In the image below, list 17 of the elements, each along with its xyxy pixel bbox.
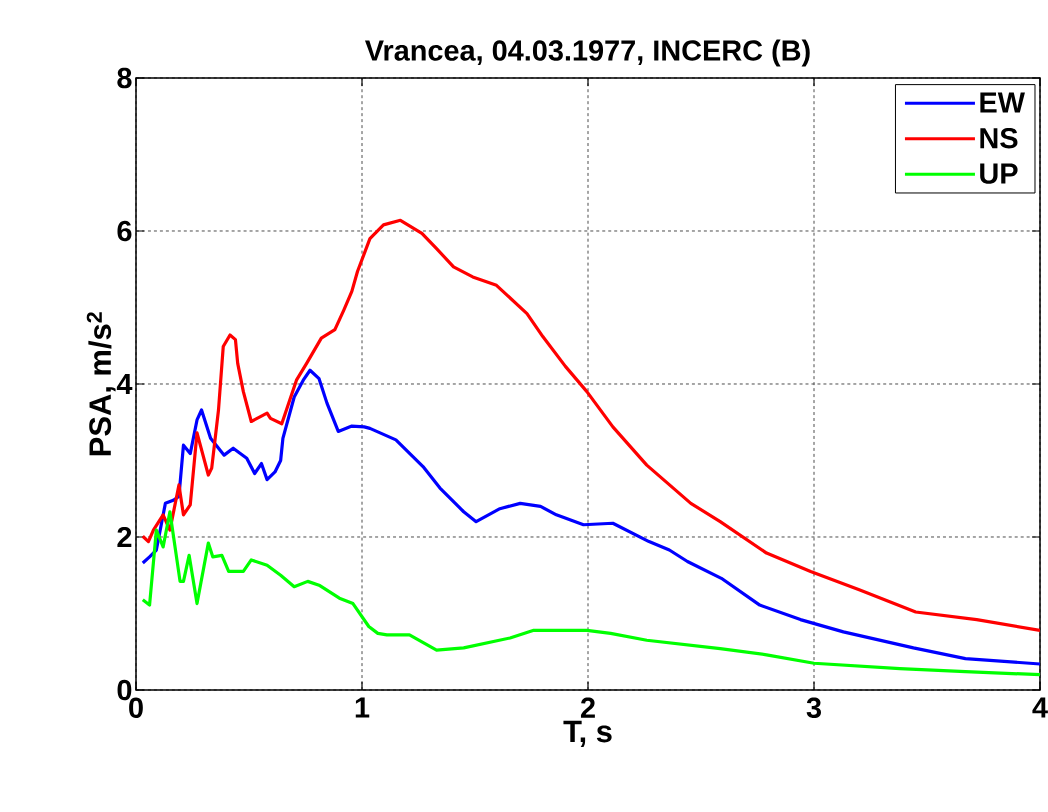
y-tick-label: 4 [116, 374, 133, 394]
x-axis-title: T, s [563, 720, 612, 747]
x-tick-label: 3 [806, 697, 821, 719]
legend-label: UP [980, 163, 1018, 184]
legend-label: NS [980, 127, 1018, 149]
x-tick-label: 4 [1032, 697, 1048, 718]
x-tick-label: 2 [580, 697, 595, 718]
legend-label: EW [980, 92, 1025, 113]
y-axis-title: PSA, m/s$^{2}$ [86, 312, 116, 456]
line-series [141, 510, 1041, 677]
y-tick-label: 8 [117, 67, 132, 89]
x-tick-label: 1 [355, 697, 370, 718]
line-series [141, 218, 1041, 632]
y-tick-label: 6 [117, 220, 132, 242]
chart-title: Vrancea, 04.03.1977, INCERC (B) [364, 39, 810, 67]
line-series [141, 368, 1041, 666]
y-tick-label: 2 [117, 526, 132, 548]
